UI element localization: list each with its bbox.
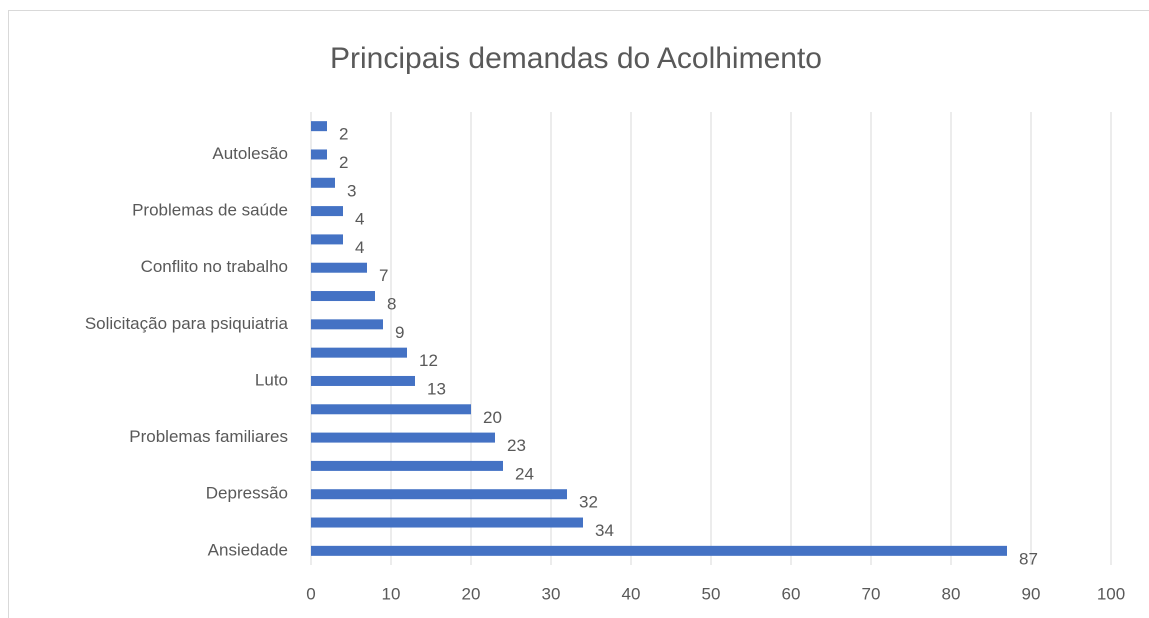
x-tick-label: 80 xyxy=(942,584,961,603)
bar xyxy=(311,432,495,443)
bar xyxy=(311,460,503,471)
value-label: 3 xyxy=(347,181,356,200)
bar xyxy=(311,262,367,273)
y-tick-label: Autolesão xyxy=(212,144,288,163)
y-tick-label: Depressão xyxy=(206,484,288,503)
value-label: 23 xyxy=(507,436,526,455)
bar xyxy=(311,347,407,358)
x-tick-label: 30 xyxy=(542,584,561,603)
y-tick-label: Solicitação para psiquiatria xyxy=(85,314,289,333)
x-tick-label: 60 xyxy=(782,584,801,603)
bar xyxy=(311,291,375,302)
value-label: 32 xyxy=(579,493,598,512)
bar xyxy=(311,177,335,188)
bar xyxy=(311,545,1007,556)
value-label: 12 xyxy=(419,351,438,370)
x-tick-label: 20 xyxy=(462,584,481,603)
value-label: 2 xyxy=(339,125,348,144)
bar xyxy=(311,489,567,500)
x-tick-label: 50 xyxy=(702,584,721,603)
value-label: 34 xyxy=(595,521,614,540)
x-tick-label: 0 xyxy=(306,584,315,603)
bar xyxy=(311,404,471,415)
y-tick-label: Problemas de saúde xyxy=(132,201,288,220)
x-tick-label: 100 xyxy=(1097,584,1125,603)
bar xyxy=(311,517,583,528)
value-label: 9 xyxy=(395,323,404,342)
value-label: 13 xyxy=(427,379,446,398)
bar xyxy=(311,375,415,386)
x-tick-label: 90 xyxy=(1022,584,1041,603)
bar xyxy=(311,149,327,160)
bar xyxy=(311,206,343,217)
x-tick-label: 10 xyxy=(382,584,401,603)
bar xyxy=(311,234,343,245)
value-label: 8 xyxy=(387,295,396,314)
y-tick-label: Luto xyxy=(255,370,288,389)
value-label: 2 xyxy=(339,153,348,172)
x-tick-label: 70 xyxy=(862,584,881,603)
bar xyxy=(311,121,327,132)
value-label: 20 xyxy=(483,408,502,427)
value-label: 7 xyxy=(379,266,388,285)
value-label: 87 xyxy=(1019,549,1038,568)
value-label: 24 xyxy=(515,464,534,483)
y-tick-label: Problemas familiares xyxy=(129,427,288,446)
y-tick-label: Conflito no trabalho xyxy=(141,257,288,276)
y-tick-label: Ansiedade xyxy=(208,540,288,559)
x-tick-label: 40 xyxy=(622,584,641,603)
value-label: 4 xyxy=(355,238,364,257)
bar xyxy=(311,319,383,330)
chart-frame xyxy=(8,10,1149,618)
chart-title: Principais demandas do Acolhimento xyxy=(330,42,822,75)
value-label: 4 xyxy=(355,210,364,229)
